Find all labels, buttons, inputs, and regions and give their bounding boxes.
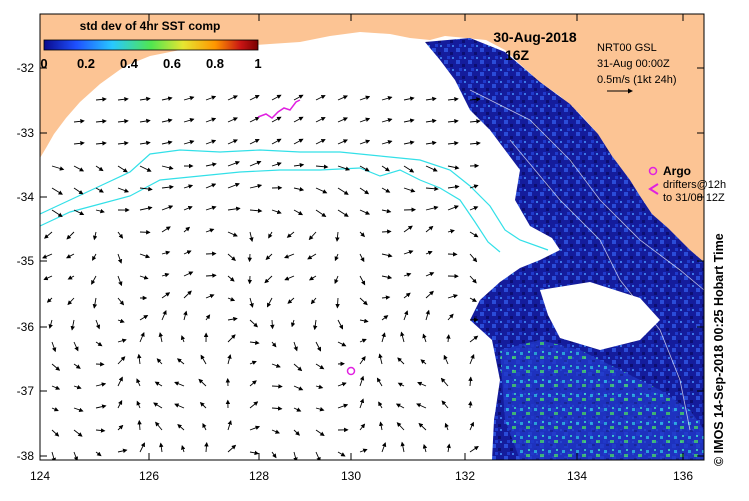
colorbar-tick-label: 0.2 — [77, 56, 95, 71]
y-tick-label: -33 — [17, 126, 35, 140]
info-model: NRT00 GSL — [597, 42, 657, 54]
current-arrow — [206, 275, 216, 276]
drifter-legend-line1: drifters@12h — [663, 179, 726, 191]
colorbar-tick-label: 0.6 — [163, 56, 181, 71]
map-hour: 16Z — [505, 47, 530, 63]
x-tick-label: 134 — [567, 469, 587, 483]
y-tick-label: -35 — [17, 254, 35, 268]
current-arrow — [382, 231, 391, 232]
colorbar-gradient — [44, 40, 258, 50]
y-tick-label: -38 — [17, 449, 35, 463]
drifter-legend-line2: to 31/08 12Z — [663, 192, 725, 204]
credit-text: © IMOS 14-Sep-2018 00:25 Hobart Time — [712, 206, 728, 466]
x-tick-label: 124 — [30, 469, 50, 483]
y-tick-label: -37 — [17, 384, 35, 398]
y-tick-label: -34 — [17, 190, 35, 204]
colorbar-tick-label: 0 — [40, 56, 47, 71]
colorbar-tick-label: 0.4 — [120, 56, 139, 71]
colorbar-title: std dev of 4hr SST comp — [80, 19, 221, 33]
map-date: 30-Aug-2018 — [493, 29, 576, 45]
x-tick-label: 132 — [455, 469, 475, 483]
x-tick-label: 128 — [249, 469, 269, 483]
y-tick-label: -36 — [17, 320, 35, 334]
x-tick-label: 130 — [341, 469, 361, 483]
current-arrow — [272, 386, 282, 387]
argo-legend-label: Argo — [663, 164, 691, 178]
info-time: 31-Aug 00:00Z — [597, 58, 670, 70]
y-tick-label: -32 — [17, 61, 35, 75]
current-arrow — [337, 298, 338, 308]
current-arrow — [272, 320, 273, 328]
colorbar-tick-label: 1 — [254, 56, 261, 71]
colorbar-tick-label: 0.8 — [206, 56, 224, 71]
info-scale: 0.5m/s (1kt 24h) — [597, 74, 676, 86]
x-tick-label: 136 — [673, 469, 693, 483]
x-tick-label: 126 — [139, 469, 159, 483]
